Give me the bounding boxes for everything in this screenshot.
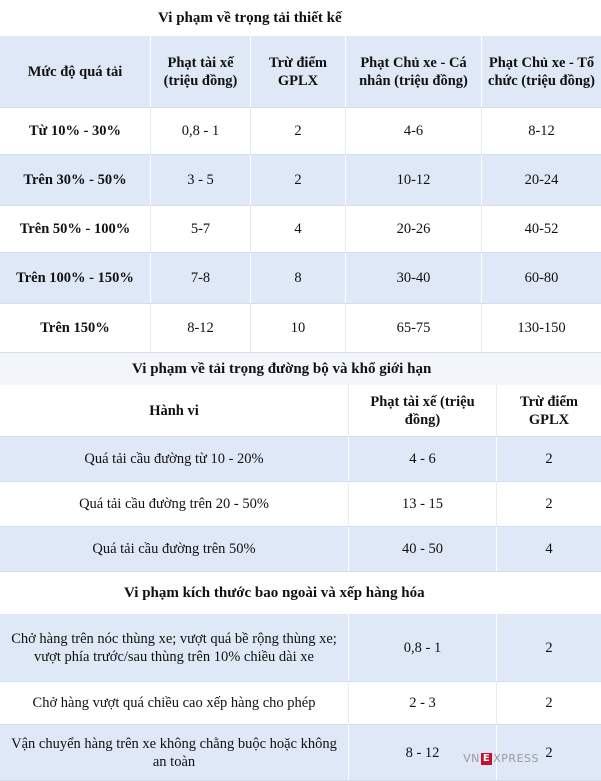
driver-fine: 4 - 6 [348, 437, 496, 481]
watermark-e-logo: E [480, 752, 493, 765]
behavior: Quá tải cầu đường trên 20 - 50% [79, 496, 269, 512]
table-row: Quá tải cầu đường trên 50% 40 - 50 4 [0, 527, 601, 572]
license-points: 2 [496, 437, 601, 481]
table-row: Trên 150% 8-12 10 65-75 130-150 [0, 304, 601, 353]
table-header-row: Mức độ quá tải Phạt tài xế (triệu đồng) … [0, 36, 601, 108]
header-driver-fine: Phạt tài xế (triệu đồng) [348, 385, 496, 436]
watermark-right: XPRESS [493, 752, 539, 765]
table-row: Từ 10% - 30% 0,8 - 1 2 4-6 8-12 [0, 108, 601, 155]
driver-fine: 7-8 [150, 253, 250, 303]
header-license-points: Trừ điểm GPLX [496, 385, 601, 436]
header-owner-organization-fine: Phạt Chủ xe - Tổ chức (triệu đồng) [481, 36, 601, 107]
license-points: 10 [250, 304, 345, 352]
owner-organization-fine: 130-150 [481, 304, 601, 352]
owner-individual-fine: 20-26 [345, 206, 481, 252]
vnexpress-watermark: VN E XPRESS [463, 752, 539, 765]
table-row: Quá tải cầu đường từ 10 - 20% 4 - 6 2 [0, 437, 601, 482]
table-row: Trên 50% - 100% 5-7 4 20-26 40-52 [0, 206, 601, 253]
driver-fine: 0,8 - 1 [348, 614, 496, 681]
road-load-table: Hành vi Phạt tài xế (triệu đồng) Trừ điể… [0, 385, 601, 572]
owner-individual-fine: 30-40 [345, 253, 481, 303]
license-points: 2 [250, 108, 345, 154]
section-title-design-load: Vi phạm về trọng tải thiết kế [0, 0, 601, 36]
behavior: Quá tải cầu đường từ 10 - 20% [84, 451, 264, 467]
owner-individual-fine: 10-12 [345, 155, 481, 205]
driver-fine: 2 - 3 [348, 682, 496, 724]
overload-level: Từ 10% - 30% [28, 123, 122, 139]
owner-organization-fine: 8-12 [481, 108, 601, 154]
section-title-road-load: Vi phạm về tải trọng đường bộ và khổ giớ… [0, 353, 601, 385]
table-row: Quá tải cầu đường trên 20 - 50% 13 - 15 … [0, 482, 601, 527]
license-points: 2 [496, 482, 601, 526]
overload-level: Trên 100% - 150% [16, 270, 134, 286]
header-owner-individual-fine: Phạt Chủ xe - Cá nhân (triệu đồng) [345, 36, 481, 107]
header-license-points: Trừ điểm GPLX [250, 36, 345, 107]
owner-individual-fine: 65-75 [345, 304, 481, 352]
behavior: Quá tải cầu đường trên 50% [92, 541, 256, 557]
header-driver-fine: Phạt tài xế (triệu đồng) [150, 36, 250, 107]
table-header-row: Hành vi Phạt tài xế (triệu đồng) Trừ điể… [0, 385, 601, 437]
license-points: 2 [496, 725, 601, 780]
table-row: Trên 100% - 150% 7-8 8 30-40 60-80 [0, 253, 601, 304]
driver-fine: 8 - 12 [348, 725, 496, 780]
owner-organization-fine: 40-52 [481, 206, 601, 252]
driver-fine: 5-7 [150, 206, 250, 252]
owner-organization-fine: 60-80 [481, 253, 601, 303]
driver-fine: 3 - 5 [150, 155, 250, 205]
overload-level: Trên 30% - 50% [23, 172, 127, 188]
design-load-table: Mức độ quá tải Phạt tài xế (triệu đồng) … [0, 36, 601, 353]
behavior: Chở hàng vượt quá chiều cao xếp hàng cho… [32, 695, 316, 711]
license-points: 2 [496, 614, 601, 681]
owner-individual-fine: 4-6 [345, 108, 481, 154]
header-behavior: Hành vi [149, 402, 199, 419]
behavior: Vận chuyển hàng trên xe không chằng buộc… [11, 735, 337, 770]
overload-level: Trên 150% [40, 320, 110, 336]
overload-level: Trên 50% - 100% [19, 221, 131, 237]
driver-fine: 40 - 50 [348, 527, 496, 571]
driver-fine: 13 - 15 [348, 482, 496, 526]
license-points: 2 [496, 682, 601, 724]
table-row: Chở hàng vượt quá chiều cao xếp hàng cho… [0, 682, 601, 725]
watermark-left: VN [463, 752, 480, 765]
license-points: 4 [496, 527, 601, 571]
license-points: 8 [250, 253, 345, 303]
table-row: Trên 30% - 50% 3 - 5 2 10-12 20-24 [0, 155, 601, 206]
dimensions-cargo-table: Chở hàng trên nóc thùng xe; vượt quá bề … [0, 614, 601, 781]
table-row: Chở hàng trên nóc thùng xe; vượt quá bề … [0, 614, 601, 682]
license-points: 2 [250, 155, 345, 205]
behavior: Chở hàng trên nóc thùng xe; vượt quá bề … [11, 630, 337, 665]
driver-fine: 8-12 [150, 304, 250, 352]
license-points: 4 [250, 206, 345, 252]
driver-fine: 0,8 - 1 [150, 108, 250, 154]
owner-organization-fine: 20-24 [481, 155, 601, 205]
section-title-dimensions-cargo: Vi phạm kích thước bao ngoài và xếp hàng… [0, 572, 601, 614]
header-overload-level: Mức độ quá tải [27, 63, 123, 80]
